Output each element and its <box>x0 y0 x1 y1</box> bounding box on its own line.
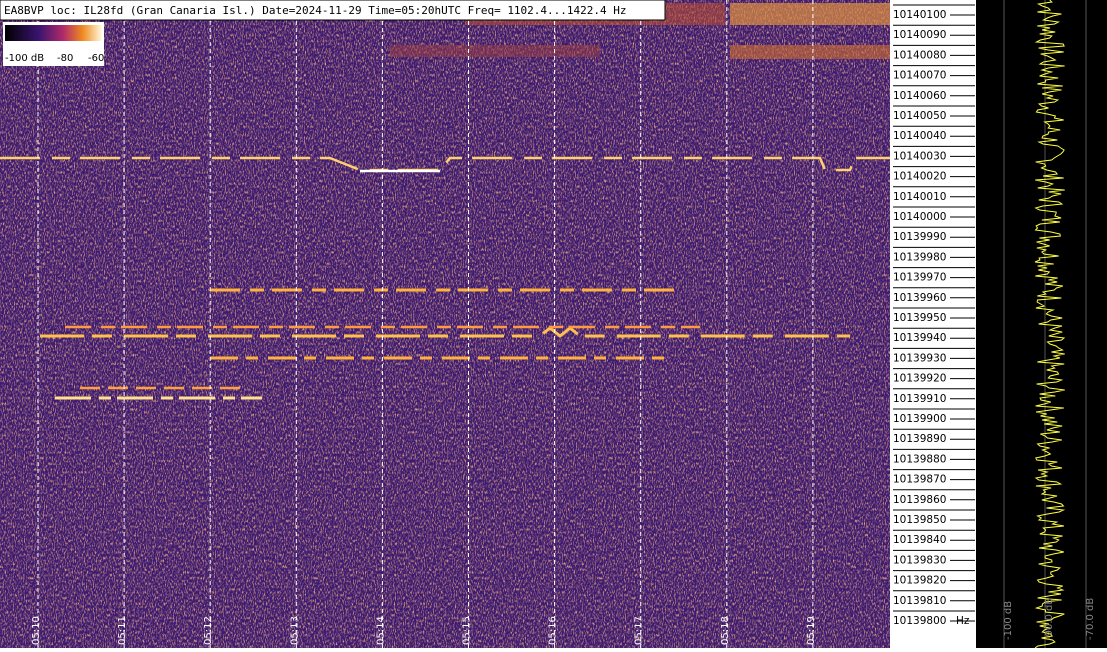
freq-label: 10140040 <box>893 130 946 142</box>
freq-label: 10139980 <box>893 251 946 263</box>
freq-label: 10139970 <box>893 272 946 284</box>
time-label: 05:19 <box>806 616 817 645</box>
spectrum-trace <box>1034 0 1066 649</box>
time-label: 05:12 <box>203 616 214 645</box>
freq-label: 10139890 <box>893 433 946 445</box>
spectrum-grid <box>1003 0 1087 648</box>
freq-label: 10140100 <box>893 9 946 21</box>
freq-label: 10139950 <box>893 312 946 324</box>
time-label: 05:10 <box>31 616 42 645</box>
header-title: EA8BVP loc: IL28fd (Gran Canaria Isl.) D… <box>4 4 627 17</box>
freq-label: 10140070 <box>893 70 946 82</box>
freq-label: 10139810 <box>893 595 946 607</box>
spectrum-label: -90.0 dB <box>1044 598 1055 640</box>
freq-label: 10140060 <box>893 90 946 102</box>
header-box <box>0 0 666 21</box>
time-label: 05:14 <box>375 616 386 645</box>
freq-label: 10139880 <box>893 453 946 465</box>
freq-label: 10140020 <box>893 171 946 183</box>
spectrum-label: -70.0 dB <box>1085 598 1096 640</box>
freq-label: 10139910 <box>893 393 946 405</box>
freq-label: 10139930 <box>893 352 946 364</box>
freq-label: 10140080 <box>893 49 946 61</box>
colorbar-label: -100 dB <box>5 53 44 64</box>
time-label: 05:17 <box>634 616 645 645</box>
freq-label: 10140090 <box>893 29 946 41</box>
freq-label: 10139990 <box>893 231 946 243</box>
freq-label: 10139960 <box>893 292 946 304</box>
colorbar-label: -80 <box>57 53 73 64</box>
noise <box>0 0 890 648</box>
freq-label: 10139820 <box>893 575 946 587</box>
time-label: 05:11 <box>117 616 128 645</box>
freq-label: 10139860 <box>893 494 946 506</box>
time-label: 05:16 <box>548 616 559 645</box>
freq-label: 10139900 <box>893 413 946 425</box>
colorbar <box>5 25 102 41</box>
freq-label: 10140010 <box>893 191 946 203</box>
freq-label: 10140030 <box>893 150 946 162</box>
freq-label: 10139940 <box>893 332 946 344</box>
freq-label: 10139800 <box>893 615 946 627</box>
freq-label: 10139870 <box>893 474 946 486</box>
freq-label: 10139840 <box>893 534 946 546</box>
spectrum-label: -100 dB <box>1003 601 1014 640</box>
colorbar-label: -60 <box>88 53 104 64</box>
freq-label: 10139920 <box>893 373 946 385</box>
freq-label: 10139830 <box>893 554 946 566</box>
time-label: 05:13 <box>289 616 300 645</box>
freq-unit: Hz <box>956 615 970 627</box>
time-label: 05:18 <box>720 616 731 645</box>
freq-label: 10139850 <box>893 514 946 526</box>
time-label: 05:15 <box>462 616 473 645</box>
freq-label: 10140050 <box>893 110 946 122</box>
freq-label: 10140000 <box>893 211 946 223</box>
